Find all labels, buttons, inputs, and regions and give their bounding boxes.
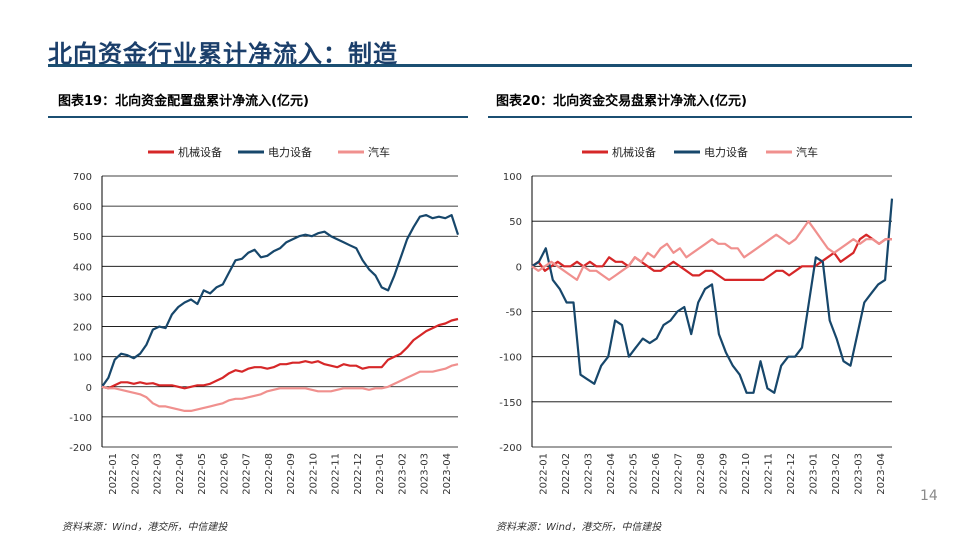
title-divider — [48, 64, 912, 67]
series-line-2 — [531, 220, 892, 281]
x-tick-label: 2022-06 — [219, 453, 230, 495]
x-tick-label: 2022-06 — [651, 453, 662, 495]
x-tick-label: 2022-03 — [583, 453, 594, 495]
x-tick-label: 2022-05 — [628, 453, 639, 495]
chart-19-divider — [48, 116, 468, 118]
x-tick-label: 2022-04 — [606, 453, 617, 495]
x-tick-label: 2022-02 — [561, 453, 572, 495]
x-tick-label: 2023-02 — [397, 453, 408, 495]
x-tick-label: 2022-09 — [718, 453, 729, 495]
x-tick-label: 2022-12 — [786, 453, 797, 495]
x-tick-label: 2023-02 — [831, 453, 842, 495]
legend-label: 机械设备 — [178, 145, 222, 159]
page-number: 14 — [920, 488, 938, 504]
chart-20-source: 资料来源：Wind，港交所，中信建投 — [496, 522, 662, 533]
chart-20-title: 图表20：北向资金交易盘累计净流入(亿元) — [496, 94, 747, 109]
legend-label: 电力设备 — [268, 145, 312, 159]
y-tick-label: -100 — [499, 353, 522, 364]
y-tick-label: 500 — [73, 232, 92, 243]
y-tick-label: 600 — [73, 202, 92, 213]
series-line-0 — [531, 233, 892, 281]
y-tick-label: 300 — [73, 292, 92, 303]
chart-19-title: 图表19：北向资金配置盘累计净流入(亿元) — [58, 94, 309, 109]
y-tick-label: 100 — [503, 172, 522, 183]
x-tick-label: 2023-04 — [876, 453, 887, 495]
legend-label: 机械设备 — [612, 145, 656, 159]
x-tick-label: 2022-07 — [673, 453, 684, 495]
y-tick-label: 100 — [73, 353, 92, 364]
x-tick-label: 2022-11 — [331, 453, 342, 495]
y-tick-label: 400 — [73, 262, 92, 273]
series-line-2 — [101, 363, 459, 412]
y-tick-label: 700 — [73, 172, 92, 183]
y-tick-label: -150 — [499, 398, 522, 409]
y-tick-label: -50 — [506, 308, 522, 319]
y-tick-label: 50 — [509, 217, 522, 228]
x-tick-label: 2023-03 — [420, 453, 431, 495]
x-tick-label: 2022-12 — [353, 453, 364, 495]
x-tick-label: 2022-08 — [696, 453, 707, 495]
x-tick-label: 2022-02 — [130, 453, 141, 495]
x-tick-label: 2022-05 — [197, 453, 208, 495]
x-tick-label: 2022-07 — [242, 453, 253, 495]
x-tick-label: 2023-04 — [442, 453, 453, 495]
page-title: 北向资金行业累计净流入：制造 — [48, 40, 398, 68]
y-tick-label: -100 — [69, 413, 92, 424]
y-tick-label: -200 — [69, 443, 92, 454]
x-tick-label: 2023-01 — [375, 453, 386, 495]
chart-19-source: 资料来源：Wind，港交所，中信建投 — [62, 522, 228, 533]
x-tick-label: 2023-03 — [853, 453, 864, 495]
x-tick-label: 2022-11 — [763, 453, 774, 495]
x-tick-label: 2022-01 — [108, 453, 119, 495]
x-tick-label: 2022-09 — [286, 453, 297, 495]
legend-label: 汽车 — [368, 145, 390, 159]
chart-20: 100 50 0 -50 -100 -150 -200 2022-01 2022-02 2022-… — [499, 145, 894, 495]
x-tick-label: 2022-10 — [741, 453, 752, 495]
y-tick-label: 200 — [73, 323, 92, 334]
y-tick-label: -200 — [499, 443, 522, 454]
x-tick-label: 2022-08 — [264, 453, 275, 495]
series-line-1 — [531, 198, 894, 394]
x-tick-label: 2022-03 — [153, 453, 164, 495]
series-line-0 — [101, 317, 459, 390]
x-tick-label: 2022-04 — [175, 453, 186, 495]
y-tick-label: 0 — [86, 383, 92, 394]
legend-label: 汽车 — [796, 145, 818, 159]
chart-19: 700 600 500 400 300 200 100 0 -100 -200 2022-01 202… — [69, 145, 460, 495]
y-tick-label: 0 — [516, 262, 522, 273]
legend-label: 电力设备 — [704, 145, 748, 159]
x-tick-label: 2022-10 — [308, 453, 319, 495]
series-line-1 — [101, 213, 460, 388]
x-tick-label: 2023-01 — [808, 453, 819, 495]
x-tick-label: 2022-01 — [538, 453, 549, 495]
chart-20-divider — [488, 116, 912, 118]
